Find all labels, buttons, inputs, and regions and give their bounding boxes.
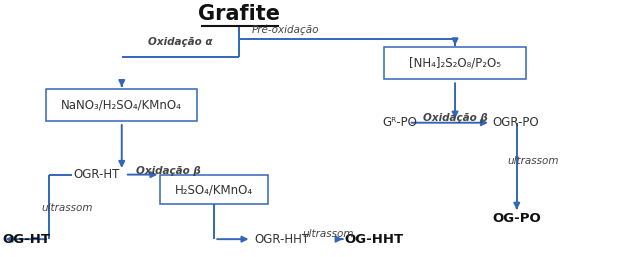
Text: Oxidação β: Oxidação β — [423, 113, 488, 123]
FancyBboxPatch shape — [384, 47, 526, 79]
Text: OG-PO: OG-PO — [492, 212, 541, 225]
FancyBboxPatch shape — [46, 89, 197, 121]
Text: ultrassom: ultrassom — [42, 203, 93, 213]
Text: [NH₄]₂S₂O₈/P₂O₅: [NH₄]₂S₂O₈/P₂O₅ — [409, 57, 501, 70]
Text: H₂SO₄/KMnO₄: H₂SO₄/KMnO₄ — [175, 183, 254, 196]
Text: Oxidação β: Oxidação β — [136, 166, 201, 176]
Text: Oxidação α: Oxidação α — [148, 37, 213, 47]
Text: Grafite: Grafite — [198, 4, 280, 24]
Text: ultrassom: ultrassom — [303, 229, 354, 239]
Text: OGR-PO: OGR-PO — [492, 116, 539, 129]
Text: OGR-HT: OGR-HT — [74, 168, 120, 181]
Text: OGR-HHT: OGR-HHT — [254, 233, 309, 246]
Text: NaNO₃/H₂SO₄/KMnO₄: NaNO₃/H₂SO₄/KMnO₄ — [61, 98, 182, 112]
Text: ultrassom: ultrassom — [508, 156, 559, 166]
FancyBboxPatch shape — [161, 175, 268, 204]
Text: OG-HHT: OG-HHT — [344, 233, 403, 246]
Text: Pré-oxidação: Pré-oxidação — [251, 25, 319, 35]
Text: OG-HT: OG-HT — [2, 233, 51, 246]
Text: Gᴿ-PO: Gᴿ-PO — [382, 116, 417, 129]
